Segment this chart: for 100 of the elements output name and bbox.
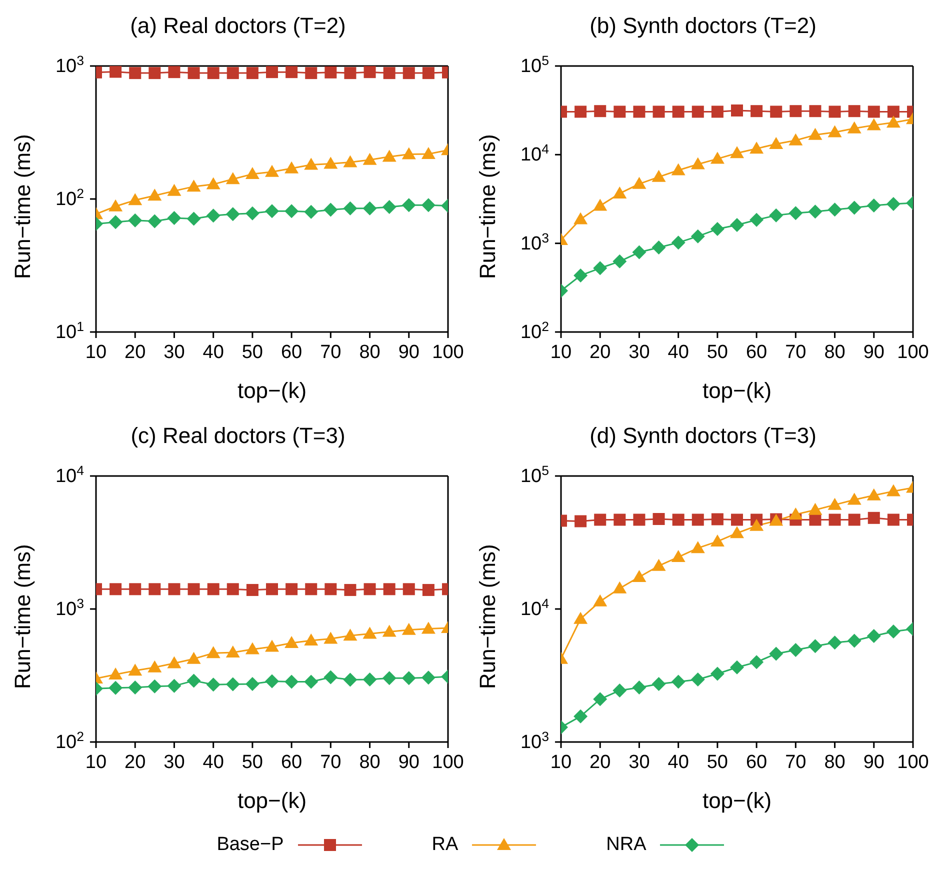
point (129, 67, 142, 80)
point (672, 514, 684, 526)
point (808, 639, 822, 654)
point (343, 628, 358, 641)
point (710, 666, 724, 681)
point (422, 584, 434, 596)
x-tick-label: 90 (398, 752, 420, 773)
point (847, 200, 862, 215)
point (593, 198, 608, 211)
point (226, 207, 240, 222)
x-tick-label: 70 (320, 342, 342, 363)
point (168, 583, 180, 596)
x-tick-label: 80 (359, 342, 380, 363)
point (790, 105, 802, 118)
x-axis-title: top−(k) (237, 378, 307, 403)
y-tick-label: 10$^{2}$ (520, 318, 549, 343)
x-tick-label: 40 (668, 342, 689, 363)
point (652, 676, 666, 691)
point (246, 67, 258, 80)
point (364, 66, 376, 78)
x-tick-label: 50 (242, 752, 264, 773)
x-tick-label: 70 (785, 752, 806, 773)
x-tick-label: 60 (746, 342, 768, 363)
x-axis-title: top−(k) (702, 378, 772, 403)
point (574, 212, 588, 224)
point (206, 208, 220, 223)
point (188, 583, 200, 596)
point (574, 106, 587, 118)
point (129, 583, 142, 596)
point (711, 513, 724, 526)
y-tick-label: 10$^{5}$ (520, 52, 549, 77)
point (265, 164, 279, 177)
point (265, 640, 279, 652)
point (304, 633, 318, 646)
point (128, 193, 142, 206)
point (710, 534, 724, 546)
point (206, 678, 220, 692)
point (652, 170, 666, 182)
point (108, 199, 123, 212)
point (847, 121, 862, 134)
chart-title: (c) Real doctors (T=3) (130, 422, 346, 450)
point (614, 106, 626, 118)
x-tick-label: 40 (202, 342, 224, 363)
point (887, 106, 900, 118)
point (866, 488, 881, 500)
x-tick-label: 90 (863, 752, 884, 773)
point (148, 583, 161, 596)
point (828, 202, 842, 217)
point (402, 67, 415, 80)
point (148, 67, 161, 80)
point (284, 161, 299, 174)
x-tick-label: 30 (628, 342, 650, 363)
x-tick-label: 70 (320, 752, 342, 773)
point (206, 177, 220, 190)
x-axis-title: top−(k) (702, 788, 772, 813)
point (809, 105, 822, 118)
point (186, 674, 201, 688)
point (148, 679, 162, 694)
point (383, 583, 396, 596)
point (266, 583, 278, 596)
point (343, 155, 358, 168)
point (128, 213, 142, 228)
point (769, 136, 784, 149)
point (692, 106, 704, 118)
point (167, 210, 182, 225)
x-tick-label: 10 (550, 342, 572, 363)
point (770, 106, 782, 118)
chart-title: (d) Synth doctors (T=3) (588, 422, 818, 450)
point (886, 196, 900, 211)
point (593, 692, 608, 706)
chart-title: (b) Synth doctors (T=2) (588, 12, 818, 40)
x-tick-label: 10 (85, 342, 107, 363)
point (344, 584, 356, 596)
point (110, 583, 122, 596)
point (382, 671, 396, 686)
point (186, 212, 201, 226)
x-tick-label: 100 (897, 342, 929, 363)
point (690, 229, 705, 244)
point (847, 634, 862, 648)
point (633, 106, 646, 118)
point (421, 670, 436, 685)
point (343, 201, 358, 216)
point (690, 541, 705, 554)
point (671, 674, 686, 689)
x-tick-label: 40 (202, 752, 224, 773)
point (422, 67, 434, 80)
x-tick-label: 80 (359, 752, 380, 773)
y-axis-title: Run−time (ms) (474, 134, 500, 279)
point (710, 152, 724, 164)
point (343, 672, 358, 687)
point (848, 514, 860, 526)
point (632, 570, 646, 582)
x-tick-label: 90 (398, 342, 420, 363)
point (364, 583, 376, 596)
point (652, 513, 665, 525)
point (887, 514, 900, 526)
point (574, 268, 588, 282)
point (383, 67, 396, 80)
x-tick-label: 20 (124, 752, 146, 773)
y-tick-label: 10$^{4}$ (520, 141, 549, 166)
